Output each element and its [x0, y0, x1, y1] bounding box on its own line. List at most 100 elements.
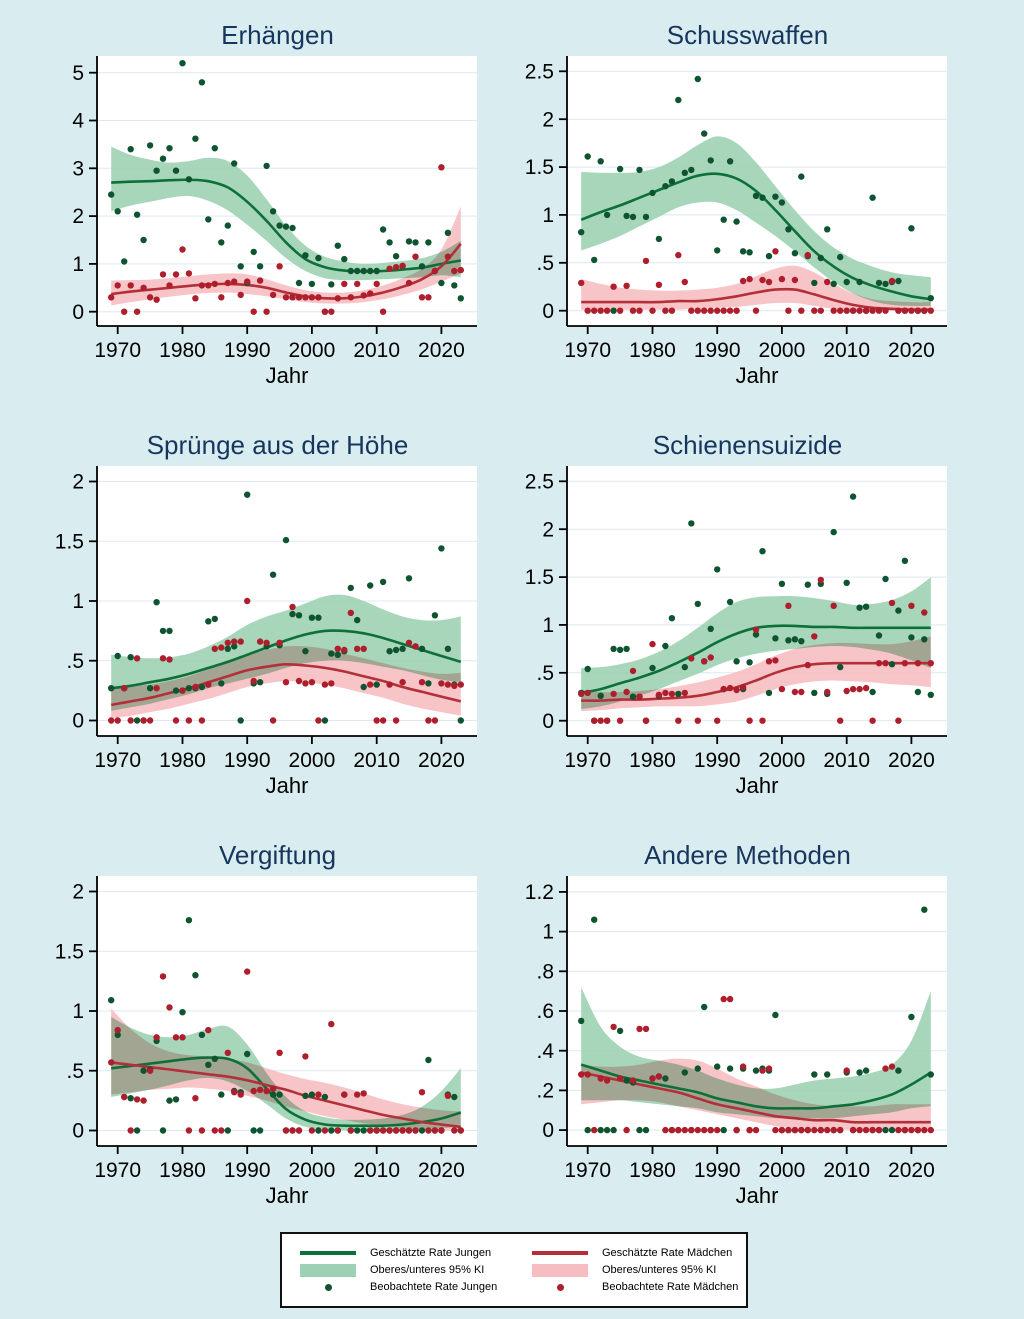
- x-tick-label: 2010: [823, 339, 870, 362]
- y-tick-label: 3: [72, 157, 84, 180]
- observed-points-girls: [108, 597, 464, 724]
- ci-band-girls: [111, 1008, 461, 1131]
- x-tick-label: 2000: [289, 749, 336, 772]
- x-tick-label: 2020: [418, 339, 465, 362]
- y-tick-label: 0: [542, 300, 554, 323]
- dot-swatch-green-icon: [300, 1283, 356, 1291]
- y-tick-label: 2: [542, 108, 554, 131]
- x-tick-label: 1980: [159, 1159, 206, 1182]
- axes: 0 .5 1 1.5 2 1970 1980 1990 2000 2010 2020: [55, 876, 477, 1182]
- legend-label: Oberes/unteres 95% KI: [602, 1264, 717, 1276]
- y-tick-label: 1.5: [55, 530, 84, 553]
- y-tick-label: 2.5: [525, 60, 554, 83]
- x-tick-label: 1980: [629, 1159, 676, 1182]
- y-tick-label: 0: [542, 710, 554, 733]
- line-swatch-green-icon: [300, 1251, 356, 1255]
- panel-title: Andere Methoden: [644, 840, 851, 870]
- x-tick-label: 1990: [694, 339, 741, 362]
- legend-item-ci-boys: Oberes/unteres 95% KI: [300, 1263, 514, 1278]
- ci-band-boys: [111, 1017, 461, 1131]
- x-tick-label: 1990: [694, 1159, 741, 1182]
- x-tick-label: 1970: [94, 1159, 141, 1182]
- legend-label: Oberes/unteres 95% KI: [370, 1264, 485, 1276]
- observed-points-girls: [578, 248, 934, 314]
- x-axis-label: Jahr: [266, 363, 309, 388]
- x-tick-label: 1970: [564, 339, 611, 362]
- y-tick-label: 2.5: [525, 470, 554, 493]
- y-tick-label: .6: [536, 1000, 554, 1023]
- chart-canvas-vergiftung: 0 .5 1 1.5 2 1970 1980 1990 2000 2010 2020 Jahr: [55, 876, 477, 1208]
- legend-label: Geschätzte Rate Mädchen: [602, 1247, 733, 1259]
- x-axis-label: Jahr: [736, 1183, 779, 1208]
- panel-title: Schienensuizide: [652, 430, 843, 460]
- legend-column-girls: Geschätzte Rate Mädchen Oberes/unteres 9…: [514, 1246, 746, 1295]
- x-tick-label: 1970: [564, 749, 611, 772]
- x-tick-label: 2010: [353, 749, 400, 772]
- x-tick-label: 1990: [224, 1159, 271, 1182]
- x-axis-label: Jahr: [736, 773, 779, 798]
- axes: 0 .5 1 1.5 2 2.5 1970 1980 1990 2000 2010 2020: [525, 466, 947, 772]
- y-tick-label: 2: [72, 881, 84, 904]
- x-tick-label: 1990: [224, 339, 271, 362]
- x-tick-label: 2020: [418, 1159, 465, 1182]
- x-tick-label: 2020: [888, 749, 935, 772]
- legend: Geschätzte Rate Jungen Oberes/unteres 95…: [280, 1232, 748, 1308]
- x-tick-label: 1980: [629, 749, 676, 772]
- observed-points-girls: [108, 164, 464, 315]
- legend-label: Beobachtete Rate Jungen: [370, 1281, 498, 1293]
- y-tick-label: 1.5: [525, 156, 554, 179]
- chart-canvas-schusswaffen: 0 .5 1 1.5 2 2.5 1970 1980 1990 2000 2010 2020 Jahr: [525, 56, 947, 388]
- legend-item-estimated-girls: Geschätzte Rate Mädchen: [532, 1246, 746, 1261]
- estimated-line-boys: [580, 172, 932, 301]
- confidence-bands: [581, 136, 931, 311]
- x-tick-label: 2020: [888, 1159, 935, 1182]
- panel-title: Schusswaffen: [666, 20, 829, 50]
- legend-item-observed-girls: Beobachtete Rate Mädchen: [532, 1280, 746, 1295]
- x-tick-label: 1980: [159, 749, 206, 772]
- estimated-line-girls: [580, 1071, 931, 1124]
- x-tick-label: 2020: [418, 749, 465, 772]
- x-tick-label: 1980: [159, 339, 206, 362]
- panel-schusswaffen: Schusswaffen 0 .5 1 1.5 2 2.5 1970 1980 1990 2000…: [525, 18, 970, 408]
- x-axis-label: Jahr: [736, 363, 779, 388]
- y-tick-label: .5: [536, 662, 554, 685]
- x-tick-label: 2010: [353, 1159, 400, 1182]
- y-tick-label: 1.5: [525, 566, 554, 589]
- x-tick-label: 2010: [823, 749, 870, 772]
- panel-andere-methoden: Andere Methoden 0 .2 .4 .6 .8 1 1.2 1970 1980 199…: [525, 838, 970, 1228]
- chart-canvas-schienensuizide: 0 .5 1 1.5 2 2.5 1970 1980 1990 2000 2010 2020 Jahr: [525, 466, 947, 798]
- legend-item-estimated-boys: Geschätzte Rate Jungen: [300, 1246, 514, 1261]
- legend-column-boys: Geschätzte Rate Jungen Oberes/unteres 95…: [282, 1246, 514, 1295]
- y-tick-label: 1.2: [525, 881, 554, 904]
- y-tick-label: .5: [536, 252, 554, 275]
- x-tick-label: 2000: [289, 339, 336, 362]
- y-tick-label: 4: [72, 110, 84, 133]
- y-tick-label: 1: [542, 614, 554, 637]
- observed-points-girls: [578, 995, 934, 1134]
- estimated-line-boys: [111, 629, 462, 690]
- y-tick-label: .2: [536, 1080, 554, 1103]
- axes: 0 .2 .4 .6 .8 1 1.2 1970 1980 1990 2000 2010 2020: [525, 876, 947, 1182]
- y-tick-label: .5: [66, 1060, 84, 1083]
- panel-schienensuizide: Schienensuizide 0 .5 1 1.5 2 2.5 1970 1980 1990 2…: [525, 428, 970, 818]
- band-swatch-green-icon: [300, 1263, 356, 1277]
- legend-item-observed-boys: Beobachtete Rate Jungen: [300, 1280, 514, 1295]
- ci-band-girls: [581, 636, 931, 712]
- y-tick-label: 1: [72, 1000, 84, 1023]
- y-tick-label: .8: [536, 960, 554, 983]
- x-axis-label: Jahr: [266, 773, 309, 798]
- panel-title: Vergiftung: [218, 840, 337, 870]
- ci-band-boys: [581, 577, 931, 710]
- band-swatch-red-icon: [532, 1263, 588, 1277]
- chart-canvas-erhaengen: 0 1 2 3 4 5 1970 1980 1990 2000 2010 2020 Jahr: [72, 56, 477, 388]
- x-tick-label: 1990: [224, 749, 271, 772]
- panel-erhaengen: Erhängen 0 1 2 3 4 5 1970 1980 1990 2000 2010 2020 J…: [55, 18, 500, 408]
- chart-canvas-spruenge: 0 .5 1 1.5 2 1970 1980 1990 2000 2010 2020 Jahr: [55, 466, 477, 798]
- observed-points-girls: [578, 576, 934, 724]
- panel-title: Sprünge aus der Höhe: [146, 430, 409, 460]
- y-tick-label: 0: [72, 301, 84, 324]
- estimated-line-boys: [580, 1063, 932, 1110]
- y-tick-label: .4: [536, 1040, 554, 1063]
- observed-points-girls: [108, 968, 464, 1134]
